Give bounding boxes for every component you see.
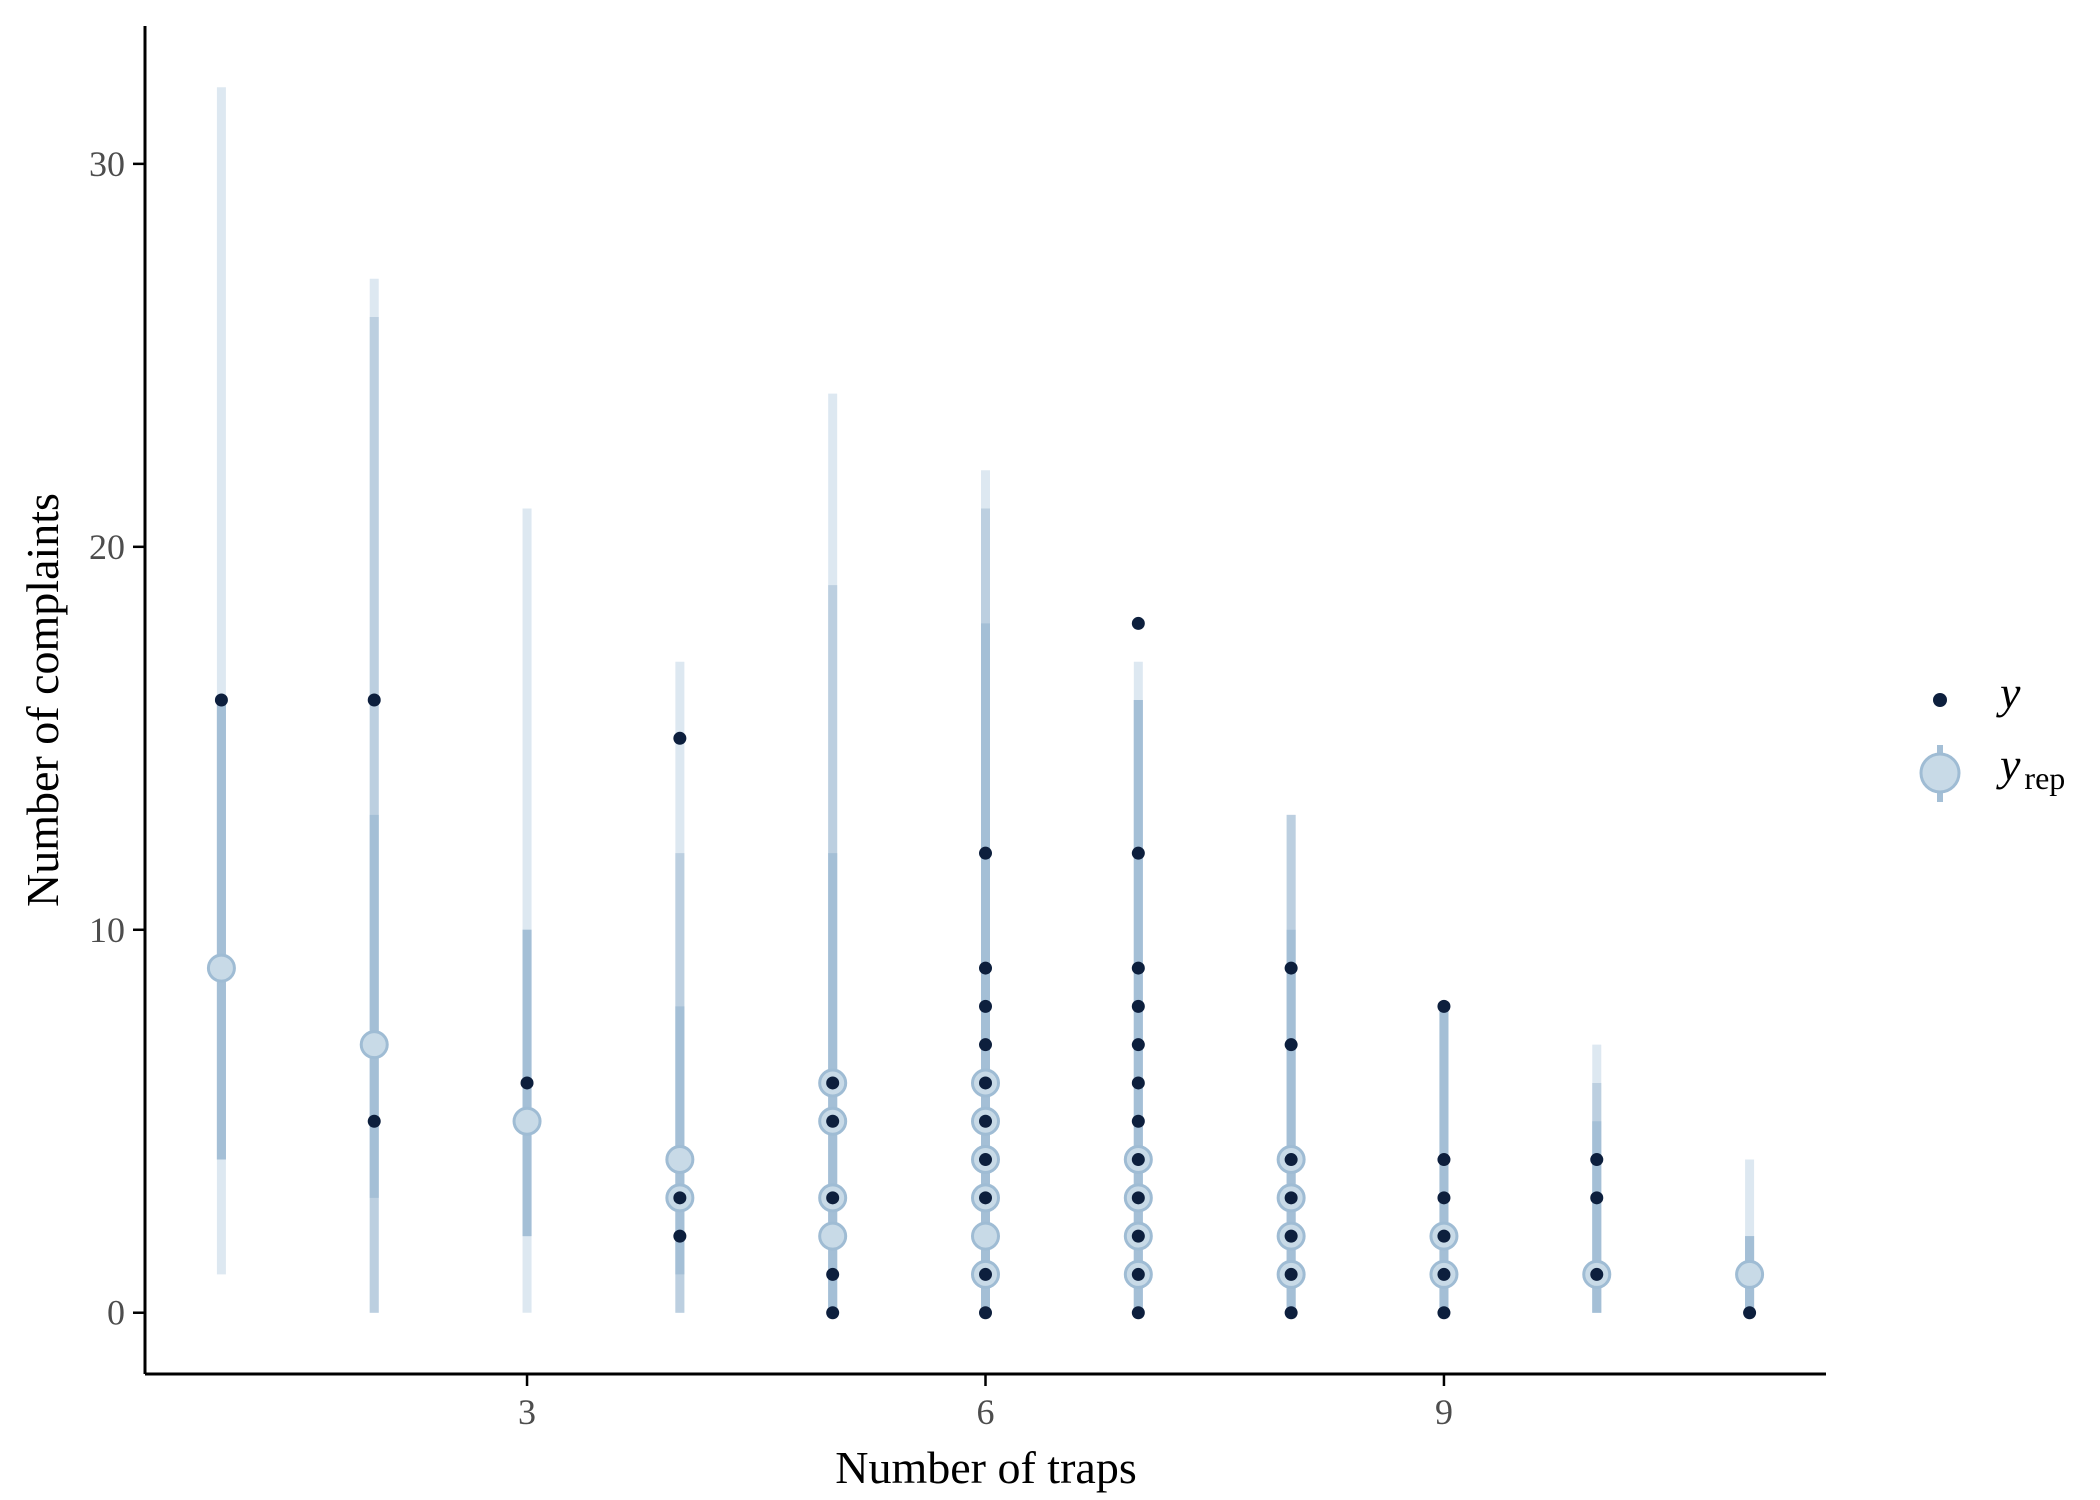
y-point (826, 1114, 840, 1128)
x-ticks: 3 6 9 (518, 1374, 1453, 1432)
yrep-point (665, 1145, 695, 1175)
y-point (367, 693, 381, 707)
y-point (1284, 1153, 1298, 1167)
yrep-point (971, 1221, 1000, 1251)
y-ticks: 0 10 20 30 (89, 144, 145, 1333)
y-tick-label: 20 (89, 527, 125, 567)
legend-yrep-symbol: y (1996, 739, 2021, 790)
y-point (979, 1038, 992, 1052)
y-point (826, 1306, 840, 1320)
y-point (1437, 999, 1451, 1013)
y-point (826, 1076, 840, 1090)
y-point (1131, 1114, 1145, 1128)
y-point (1284, 1306, 1298, 1320)
y-point (979, 961, 992, 975)
y-point (1284, 961, 1298, 975)
axes: 3 6 9 0 10 20 30 (89, 26, 1826, 1432)
yrep-point (1735, 1259, 1765, 1289)
legend-y-key (1933, 693, 1947, 707)
y-point (1437, 1267, 1451, 1281)
y-point (1131, 1153, 1145, 1167)
y-point (673, 1229, 687, 1243)
y-point (1131, 999, 1145, 1013)
y-tick-label: 10 (89, 910, 125, 950)
y-point (1284, 1038, 1298, 1052)
legend-yrep-key-point (1919, 752, 1961, 794)
y-point (826, 1191, 840, 1205)
y-point (979, 1267, 992, 1281)
legend-yrep-subscript: rep (2024, 760, 2065, 796)
y-point (1437, 1306, 1451, 1320)
y-point (1131, 1306, 1145, 1320)
legend-yrep-label: y rep (1996, 739, 2065, 796)
y-point (1437, 1229, 1451, 1243)
y-point (979, 846, 992, 860)
y-point (1131, 1267, 1145, 1281)
y-point (979, 1306, 992, 1320)
y-point (979, 1076, 992, 1090)
y-point (979, 1153, 992, 1167)
y-point (367, 1114, 381, 1128)
legend: y y rep (1919, 667, 2065, 802)
yrep-point (206, 953, 236, 983)
y-point (520, 1076, 534, 1090)
y-point (214, 693, 228, 707)
y-axis-title: Number of complaints (17, 493, 68, 907)
y-tick-label: 0 (107, 1293, 125, 1333)
y-point (673, 1191, 687, 1205)
y-point (1284, 1267, 1298, 1281)
y-point (1131, 1076, 1145, 1090)
y-point (1131, 961, 1145, 975)
y-point (1131, 1191, 1145, 1205)
y-point (979, 1114, 992, 1128)
y-point (1590, 1191, 1604, 1205)
y-point (1590, 1153, 1604, 1167)
yrep-point (512, 1106, 542, 1136)
y-point (1284, 1229, 1298, 1243)
y-point (1131, 1038, 1145, 1052)
y-point (979, 999, 992, 1013)
y-tick-label: 30 (89, 144, 125, 184)
y-point (1284, 1191, 1298, 1205)
yrep-point (818, 1221, 848, 1251)
x-tick-label: 9 (1435, 1392, 1453, 1432)
y-point (1590, 1267, 1604, 1281)
y-point (1743, 1306, 1757, 1320)
y-point (979, 1191, 992, 1205)
y-point (673, 731, 687, 745)
y-point (1131, 1229, 1145, 1243)
legend-y-symbol: y (1996, 667, 2021, 718)
y-point (1131, 616, 1145, 630)
yrep-point (359, 1030, 389, 1060)
y-point (1437, 1191, 1451, 1205)
y-point (1131, 846, 1145, 860)
x-tick-label: 6 (977, 1392, 995, 1432)
x-tick-label: 3 (518, 1392, 536, 1432)
y-points (214, 616, 1757, 1320)
y-point (826, 1267, 840, 1281)
y-point (1437, 1153, 1451, 1167)
x-axis-title: Number of traps (835, 1442, 1136, 1493)
legend-y-label: y (1996, 667, 2021, 718)
